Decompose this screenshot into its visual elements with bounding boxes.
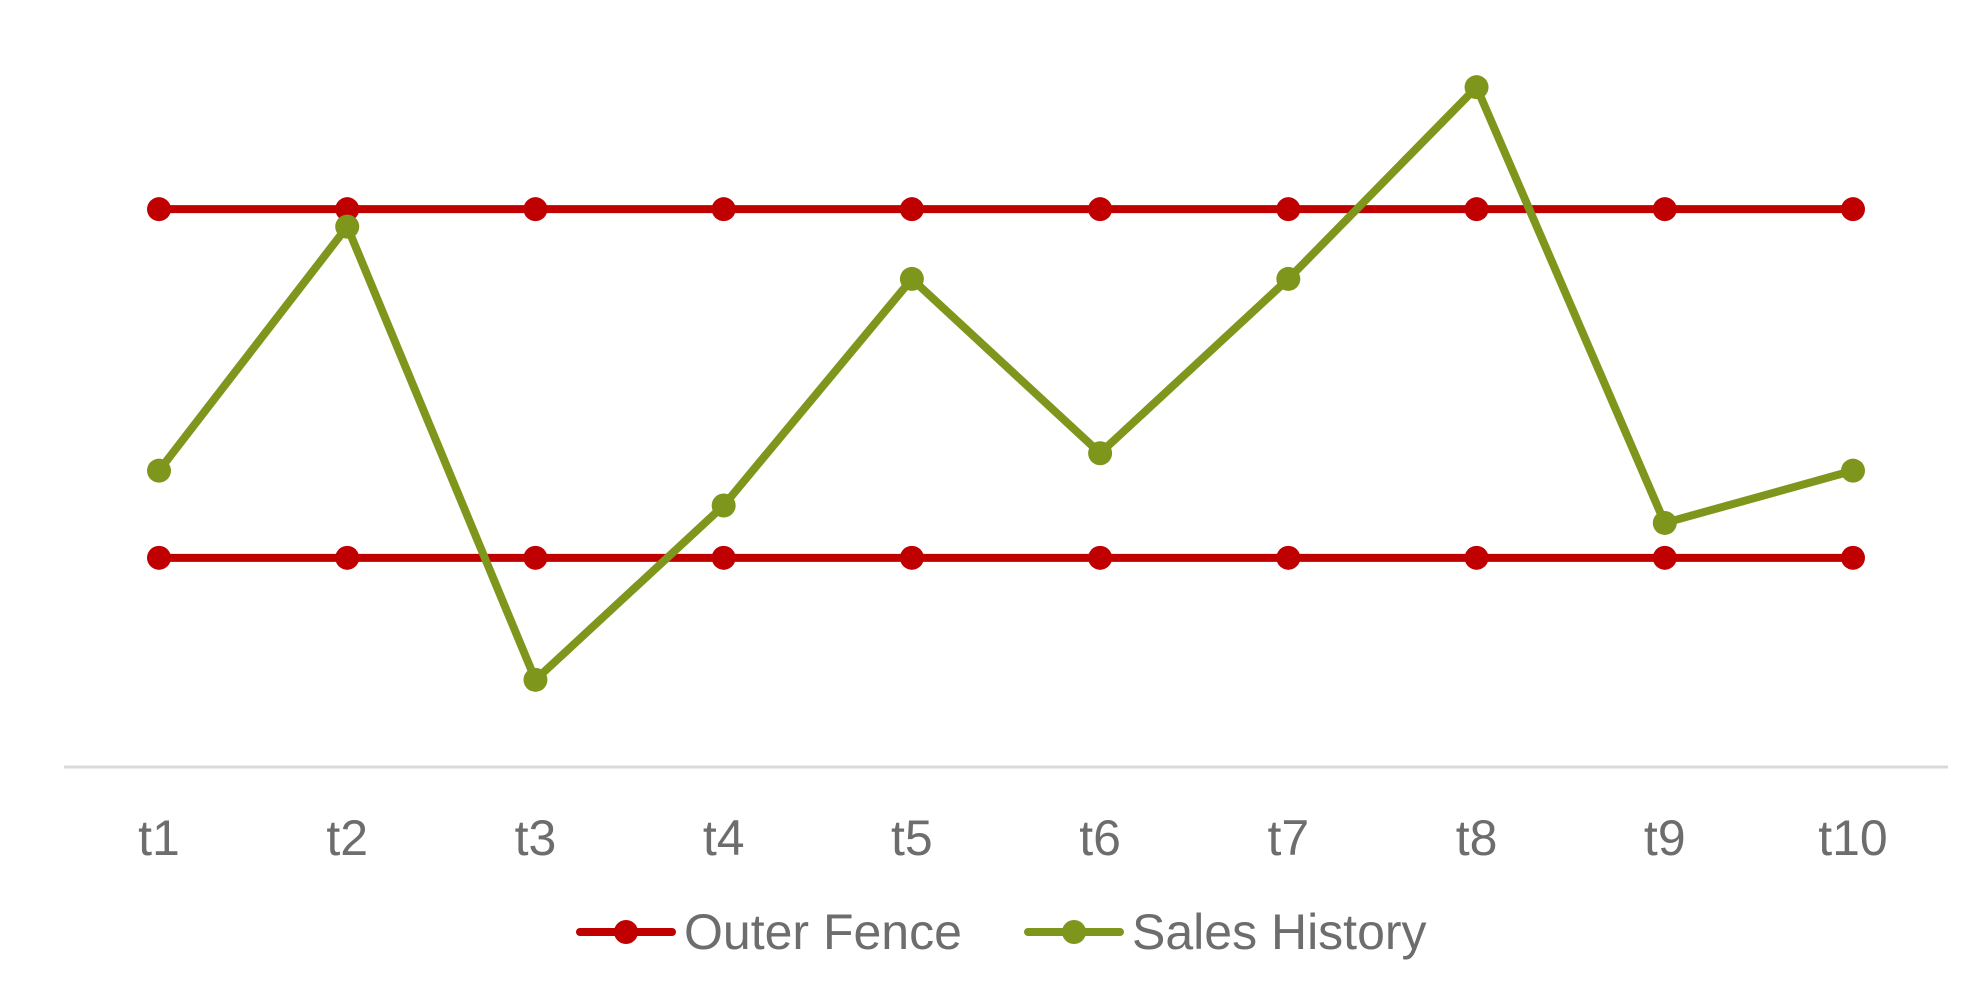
data-point-t3	[523, 667, 548, 692]
legend-swatch-marker	[1062, 920, 1086, 944]
x-tick-label: t3	[515, 810, 557, 866]
x-tick-label: t5	[891, 810, 933, 866]
series-layer	[147, 75, 1865, 692]
series-sales-history-2	[147, 75, 1865, 692]
data-point-t9	[1652, 545, 1677, 570]
data-point-t6	[1088, 545, 1113, 570]
data-point-t7	[1276, 545, 1301, 570]
data-point-t3	[523, 197, 548, 222]
data-point-t1	[147, 197, 171, 222]
x-axis-tick-labels: t1 t2 t3 t4 t5 t6 t7 t8 t9 t10	[138, 810, 1888, 866]
legend-label: Outer Fence	[684, 904, 962, 960]
data-point-t3	[523, 545, 548, 570]
x-tick-label: t9	[1644, 810, 1686, 866]
data-point-t10	[1841, 197, 1865, 222]
data-point-t6	[1088, 197, 1113, 222]
data-point-t2	[335, 197, 360, 222]
series-line	[155, 83, 1857, 684]
data-point-t2	[335, 214, 360, 239]
legend-swatch-marker	[614, 920, 638, 944]
data-point-t5	[899, 545, 924, 570]
data-point-t8	[1464, 197, 1489, 222]
data-point-t2	[335, 545, 360, 570]
data-point-t6	[1088, 441, 1113, 466]
data-point-t8	[1464, 545, 1489, 570]
data-point-t7	[1276, 197, 1301, 222]
data-point-t9	[1652, 510, 1677, 535]
data-point-t9	[1652, 197, 1677, 222]
legend-label: Sales History	[1132, 904, 1427, 960]
data-point-t1	[147, 545, 171, 570]
data-point-t8	[1464, 75, 1489, 100]
legend: Outer Fence Sales History	[576, 904, 1427, 960]
data-point-t5	[899, 266, 924, 291]
x-tick-label: t6	[1079, 810, 1121, 866]
legend-item-outer-fence: Outer Fence	[576, 904, 962, 960]
x-tick-label: t4	[703, 810, 745, 866]
data-point-t10	[1841, 458, 1865, 483]
data-point-t5	[899, 197, 924, 222]
data-point-t4	[711, 493, 736, 518]
series-outer-fence-0	[147, 197, 1865, 222]
data-point-t7	[1276, 266, 1301, 291]
series-outer-fence-1	[147, 545, 1865, 570]
data-point-t4	[711, 197, 736, 222]
x-tick-label: t7	[1267, 810, 1309, 866]
data-point-t1	[147, 458, 171, 483]
data-point-t10	[1841, 545, 1865, 570]
x-tick-label: t1	[138, 810, 180, 866]
x-tick-label: t10	[1818, 810, 1888, 866]
x-tick-label: t8	[1456, 810, 1498, 866]
x-tick-label: t2	[326, 810, 368, 866]
legend-item-sales-history: Sales History	[1024, 904, 1427, 960]
data-point-t4	[711, 545, 736, 570]
